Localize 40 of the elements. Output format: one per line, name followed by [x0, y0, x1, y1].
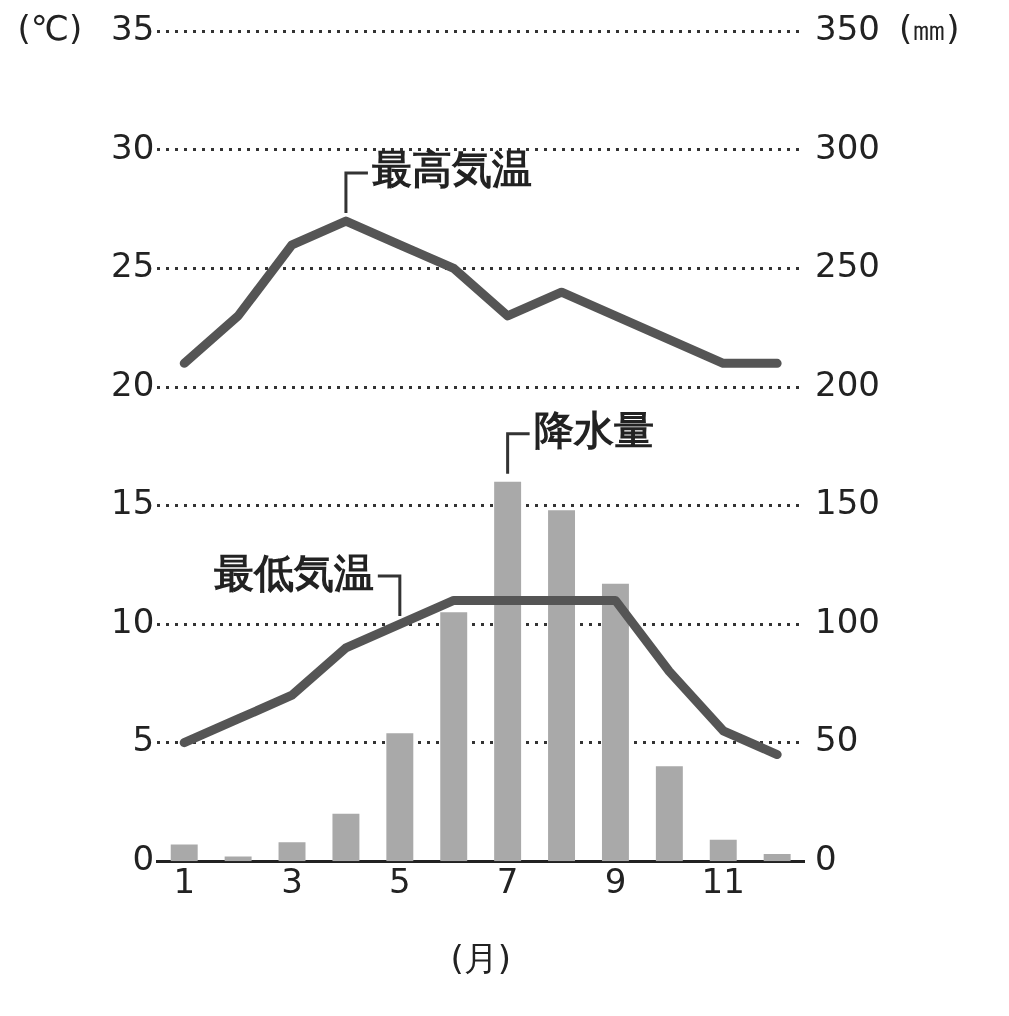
y-tick-label: 20: [111, 363, 155, 404]
annotation: 最低気温: [213, 549, 374, 596]
x-tick-label: 5: [389, 861, 411, 902]
bar: [709, 839, 737, 862]
x-tick-label: 9: [604, 861, 627, 902]
y-tick-label: 0: [132, 838, 155, 879]
x-tick-label: 1: [173, 861, 196, 902]
x-tick-label: 11: [701, 861, 745, 902]
bar: [548, 510, 576, 862]
y-tick-label: 35: [111, 8, 155, 49]
annotation: 最高気温: [371, 146, 532, 193]
bar: [332, 813, 360, 862]
y2-axis-title: (㎜): [899, 8, 960, 49]
bar: [386, 733, 414, 862]
y2-tick-label: 50: [815, 719, 859, 760]
bar: [655, 766, 683, 862]
y2-tick-label: 350: [815, 8, 881, 49]
bar: [170, 844, 198, 862]
y-axis-title: (℃): [17, 8, 83, 49]
y-tick-label: 25: [111, 245, 155, 286]
bar: [601, 583, 629, 862]
bar: [494, 481, 522, 862]
bar: [763, 854, 791, 862]
y2-tick-label: 300: [815, 126, 881, 167]
y-tick-label: 10: [111, 600, 155, 641]
bar: [440, 612, 468, 862]
x-tick-label: 7: [496, 861, 519, 902]
bar: [224, 856, 252, 862]
y-tick-label: 30: [111, 126, 155, 167]
y2-tick-label: 0: [815, 838, 837, 879]
bar: [278, 842, 306, 862]
y2-tick-label: 100: [815, 600, 881, 641]
y-tick-label: 5: [132, 719, 155, 760]
y2-tick-label: 200: [815, 363, 881, 404]
y2-tick-label: 150: [815, 482, 881, 523]
y2-tick-label: 250: [815, 245, 881, 286]
annotation: 降水量: [533, 407, 654, 454]
x-axis-title: (月): [450, 938, 511, 979]
x-tick-label: 3: [281, 861, 303, 902]
y-tick-label: 15: [111, 482, 155, 523]
